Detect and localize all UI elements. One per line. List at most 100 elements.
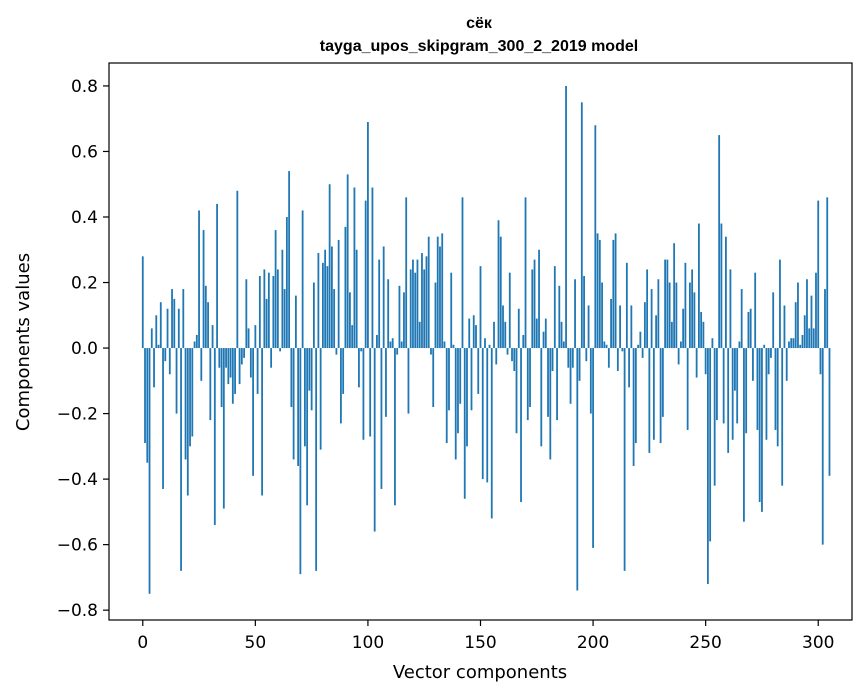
bar <box>168 348 171 375</box>
bar <box>267 272 270 349</box>
bar <box>580 102 583 349</box>
bar <box>792 338 795 349</box>
bar <box>659 348 662 444</box>
bar <box>398 285 401 349</box>
bar <box>571 348 574 368</box>
bar <box>423 269 426 349</box>
bar <box>725 236 727 349</box>
bar <box>551 348 554 371</box>
bar <box>270 348 273 368</box>
x-tick-label: 100 <box>352 633 384 653</box>
bar <box>378 259 381 349</box>
bar <box>297 348 300 466</box>
bar <box>698 223 700 349</box>
bar <box>351 325 354 349</box>
y-tick-label: −0.2 <box>57 405 98 425</box>
bar <box>450 272 453 349</box>
bar <box>628 348 630 388</box>
bar <box>722 348 725 424</box>
bar <box>427 236 430 349</box>
bar <box>229 348 232 378</box>
bar <box>515 348 518 434</box>
bar <box>434 282 437 349</box>
bar <box>220 348 223 408</box>
bar <box>236 190 239 349</box>
bar <box>276 269 279 349</box>
bar <box>256 348 259 394</box>
bar <box>569 348 572 404</box>
bar <box>349 292 351 349</box>
bar <box>688 282 691 349</box>
bar <box>213 348 216 525</box>
bar <box>389 341 392 349</box>
bar <box>639 331 642 349</box>
x-tick-label: 250 <box>689 633 721 653</box>
bar <box>740 289 743 349</box>
bar <box>418 321 421 349</box>
bar <box>344 226 347 349</box>
bar <box>153 348 155 388</box>
y-tick-label: −0.6 <box>57 536 98 556</box>
bar <box>603 341 606 349</box>
bar <box>405 197 408 349</box>
bar <box>195 334 198 349</box>
bar <box>585 348 588 362</box>
bar <box>517 308 520 349</box>
bar <box>803 315 806 349</box>
bar <box>373 348 376 532</box>
bar <box>493 321 495 349</box>
bar <box>506 348 509 355</box>
bar <box>808 328 811 349</box>
bar <box>776 348 779 447</box>
bar <box>162 348 164 489</box>
bar <box>227 348 230 385</box>
bar <box>790 338 793 349</box>
bar <box>486 348 489 483</box>
bar <box>292 348 295 460</box>
bar <box>186 348 189 496</box>
bar <box>589 348 592 414</box>
bar <box>716 348 718 421</box>
bar <box>144 348 146 444</box>
bar <box>328 184 331 349</box>
bar <box>400 341 403 349</box>
bar <box>164 348 167 362</box>
bar <box>630 305 633 349</box>
bar <box>324 249 327 349</box>
bar <box>794 302 797 349</box>
bar <box>409 269 412 349</box>
bar <box>758 348 761 503</box>
bar <box>779 259 781 349</box>
bar <box>641 348 644 358</box>
bar <box>319 348 322 450</box>
bar <box>734 348 736 391</box>
bar <box>682 308 685 349</box>
bar <box>731 348 734 440</box>
bar <box>817 200 820 349</box>
bar <box>387 279 390 349</box>
bar <box>497 220 500 349</box>
bar <box>533 259 536 349</box>
bar <box>439 246 441 349</box>
bar <box>625 262 628 349</box>
bar <box>263 269 266 349</box>
x-axis-ticks: 0 50 100 150 200 250 300 <box>137 620 834 653</box>
bar <box>720 223 723 349</box>
bar <box>326 266 329 349</box>
bar <box>607 348 610 368</box>
bar <box>189 348 191 447</box>
x-tick-label: 50 <box>245 633 267 653</box>
bar <box>502 305 504 349</box>
bar <box>538 249 540 349</box>
bar <box>225 348 227 368</box>
bar <box>200 348 203 381</box>
bar <box>150 328 153 349</box>
bar <box>691 269 694 349</box>
bar <box>290 348 293 408</box>
bar <box>306 348 309 506</box>
bar <box>549 348 552 460</box>
bar <box>380 348 383 489</box>
bar <box>526 348 529 421</box>
y-tick-label: 0.2 <box>71 274 98 294</box>
